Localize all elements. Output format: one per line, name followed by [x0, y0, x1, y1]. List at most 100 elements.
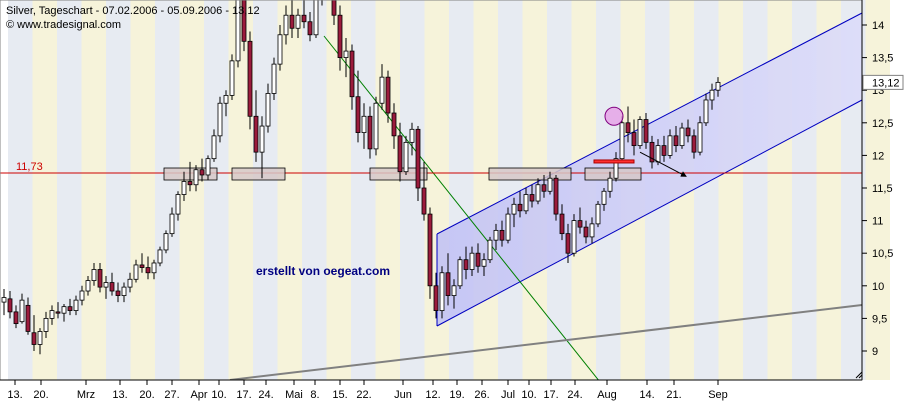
x-tick-label: 24. — [567, 389, 582, 401]
candle — [295, 8, 301, 39]
candle — [109, 272, 115, 296]
trend-channel-lower-line — [436, 99, 862, 327]
week-band — [302, 0, 327, 380]
candle — [595, 201, 601, 228]
candle — [169, 207, 175, 237]
candle — [475, 243, 481, 273]
candle — [61, 304, 67, 322]
candle — [193, 165, 199, 192]
x-tick-label: 24. — [258, 389, 273, 401]
candle — [451, 279, 457, 309]
candle — [547, 171, 553, 195]
candle — [391, 103, 397, 149]
candle — [397, 122, 403, 182]
week-band — [865, 0, 890, 380]
y-tick-label: 12 — [872, 150, 884, 162]
candle — [7, 291, 13, 319]
x-tick-label: Apr — [190, 389, 207, 401]
direction-arrow — [639, 151, 687, 177]
candle — [199, 158, 205, 182]
week-band — [473, 0, 498, 380]
week-band — [57, 0, 82, 380]
candle — [205, 155, 211, 181]
x-tick-label: 10. — [521, 389, 536, 401]
candle — [67, 298, 73, 316]
candle — [13, 305, 19, 329]
candle — [373, 96, 379, 156]
candle — [79, 285, 85, 306]
candle — [703, 93, 709, 127]
chart-title: Silver, Tageschart - 07.02.2006 - 05.09.… — [6, 5, 260, 17]
x-tick-label: 13. — [7, 389, 22, 401]
candles — [1, 0, 721, 355]
candle — [157, 246, 163, 267]
y-tick-label: 12,5 — [872, 118, 893, 130]
consolidation-box — [584, 167, 642, 181]
candle — [25, 297, 31, 335]
candle — [487, 236, 493, 263]
candle — [457, 256, 463, 290]
candle — [529, 184, 535, 208]
candle — [259, 116, 265, 179]
x-tick-label: Aug — [597, 389, 617, 401]
candle — [679, 122, 685, 149]
consolidation-box — [488, 167, 572, 181]
long-term-trend-line — [229, 304, 862, 380]
week-band — [375, 0, 400, 380]
trend-channel-fill — [437, 13, 862, 326]
x-tick-label: 13. — [112, 389, 127, 401]
resize-grip-icon[interactable] — [855, 371, 863, 379]
candle — [103, 276, 109, 299]
week-band — [106, 0, 131, 380]
candle — [673, 126, 679, 153]
candle — [289, 0, 295, 39]
highlight-circle — [604, 106, 624, 126]
week-band — [449, 0, 474, 380]
week-band — [130, 0, 155, 380]
candle — [649, 135, 655, 169]
candle — [151, 259, 157, 280]
candle — [283, 5, 289, 45]
candle — [37, 328, 43, 355]
candle — [685, 119, 691, 143]
consolidation-box — [231, 167, 286, 181]
week-band — [81, 0, 106, 380]
candle — [565, 223, 571, 263]
candle — [349, 44, 355, 110]
source-credit: © www.tradesignal.com — [6, 19, 121, 31]
y-tick-label: 10 — [872, 281, 884, 293]
candle — [121, 282, 127, 303]
y-tick-label: 14 — [872, 20, 884, 32]
candle — [463, 246, 469, 280]
candle — [559, 204, 565, 241]
week-band — [253, 0, 278, 380]
candle — [49, 305, 55, 325]
candle — [667, 129, 673, 159]
candle — [505, 207, 511, 244]
candle — [97, 262, 103, 293]
x-tick-label: 20. — [139, 389, 154, 401]
y-tick-label: 11,5 — [872, 183, 893, 195]
candle — [643, 113, 649, 149]
candle — [637, 116, 643, 149]
week-band — [718, 0, 743, 380]
candle — [385, 70, 391, 123]
week-band — [155, 0, 180, 380]
candle — [73, 295, 79, 316]
candle — [19, 293, 25, 324]
candle — [631, 119, 637, 156]
x-tick-label: 20. — [33, 389, 48, 401]
x-tick-label: 10. — [211, 389, 226, 401]
candle — [181, 171, 187, 202]
candle — [211, 129, 217, 162]
candle — [517, 191, 523, 218]
x-tick-label: Mai — [285, 389, 303, 401]
candle — [421, 161, 427, 221]
x-tick-label: 15. — [332, 389, 347, 401]
candle — [217, 96, 223, 143]
x-tick-label: 12. — [425, 389, 440, 401]
candle — [235, 0, 241, 68]
candle — [277, 25, 283, 71]
candle — [379, 64, 385, 110]
